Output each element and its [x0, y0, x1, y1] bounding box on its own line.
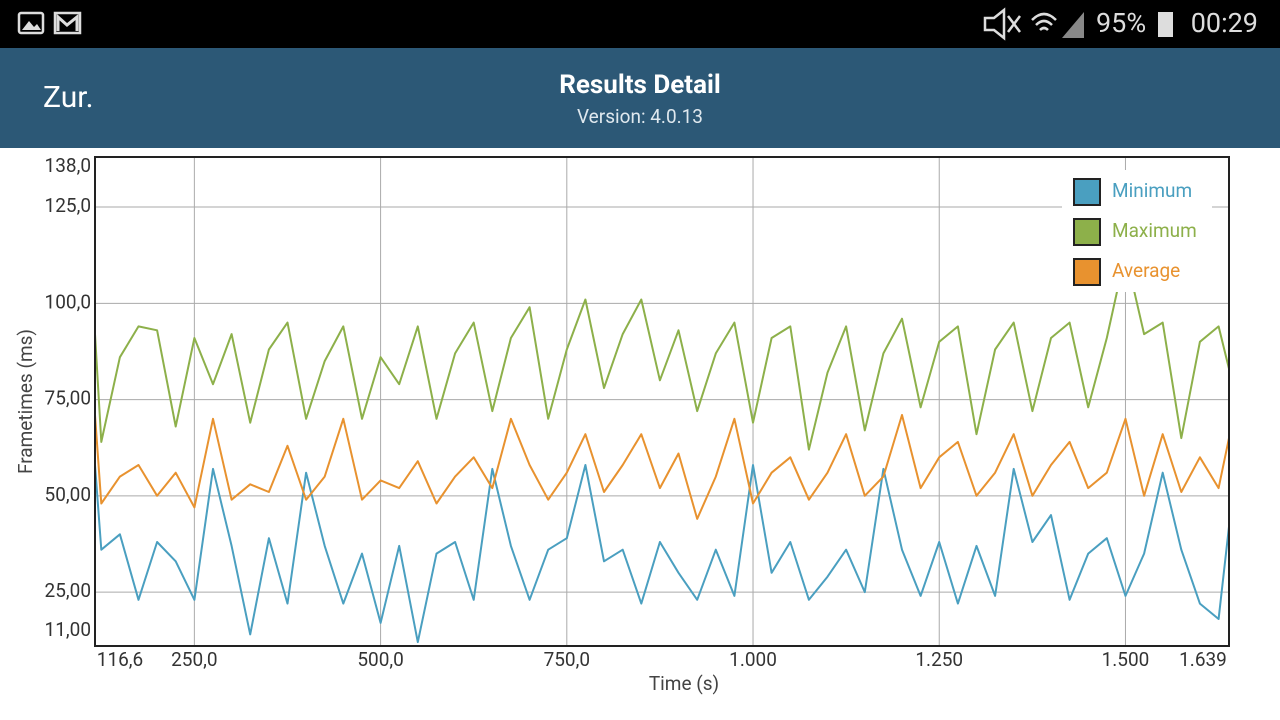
legend-swatch [1073, 218, 1101, 246]
app-header [0, 48, 1280, 148]
battery-percent: 95% [1096, 7, 1146, 39]
x-axis-label: Time (s) [649, 672, 719, 695]
x-tick-label: 750,0 [544, 648, 590, 671]
y-tick-label: 25,00 [45, 579, 91, 602]
y-tick-label: 75,00 [45, 387, 91, 410]
series-line [94, 414, 1230, 520]
x-tick-label: 1.250 [915, 648, 963, 671]
y-tick-label: 100,0 [45, 290, 91, 313]
series-line [94, 464, 1230, 644]
legend-label: Minimum [1112, 179, 1192, 202]
series-line [94, 252, 1230, 451]
y-tick-label: 50,00 [45, 483, 91, 506]
battery-icon [1158, 12, 1173, 37]
chart: 11,00 25,00 50,00 75,00 100,0 125,0 138,0 116,6… [14, 154, 1230, 695]
y-tick-label: 11,00 [45, 618, 91, 641]
status-bar [0, 0, 1280, 48]
x-tick-label: 500,0 [357, 648, 403, 671]
y-axis-label: Frametimes (ms) [14, 329, 37, 474]
mute-icon [983, 7, 1021, 41]
legend-label: Average [1112, 259, 1180, 282]
back-button[interactable]: Zur. [43, 80, 94, 115]
header-subtitle: Version: 4.0.13 [577, 105, 703, 128]
gallery-icon-shape [22, 21, 41, 30]
gallery-icon [17, 11, 45, 35]
x-tick-label: 1.639 [1179, 648, 1227, 671]
mail-icon-shape [56, 13, 79, 31]
legend-swatch [1073, 258, 1101, 286]
header-title: Results Detail [559, 70, 721, 100]
clock: 00:29 [1191, 7, 1258, 39]
x-tick-label: 250,0 [171, 648, 217, 671]
wifi-icon [1031, 12, 1057, 31]
plot-frame [94, 156, 1230, 647]
legend-label: Maximum [1112, 219, 1197, 242]
y-tick-label: 138,0 [45, 154, 91, 177]
signal-icon [1062, 12, 1084, 38]
x-tick-label: 1.500 [1102, 648, 1150, 671]
y-tick-label: 125,0 [45, 194, 91, 217]
x-tick-label: 1.000 [729, 648, 777, 671]
legend-swatch [1073, 178, 1101, 206]
mail-icon [53, 11, 82, 35]
x-tick-label: 116,6 [97, 648, 143, 671]
